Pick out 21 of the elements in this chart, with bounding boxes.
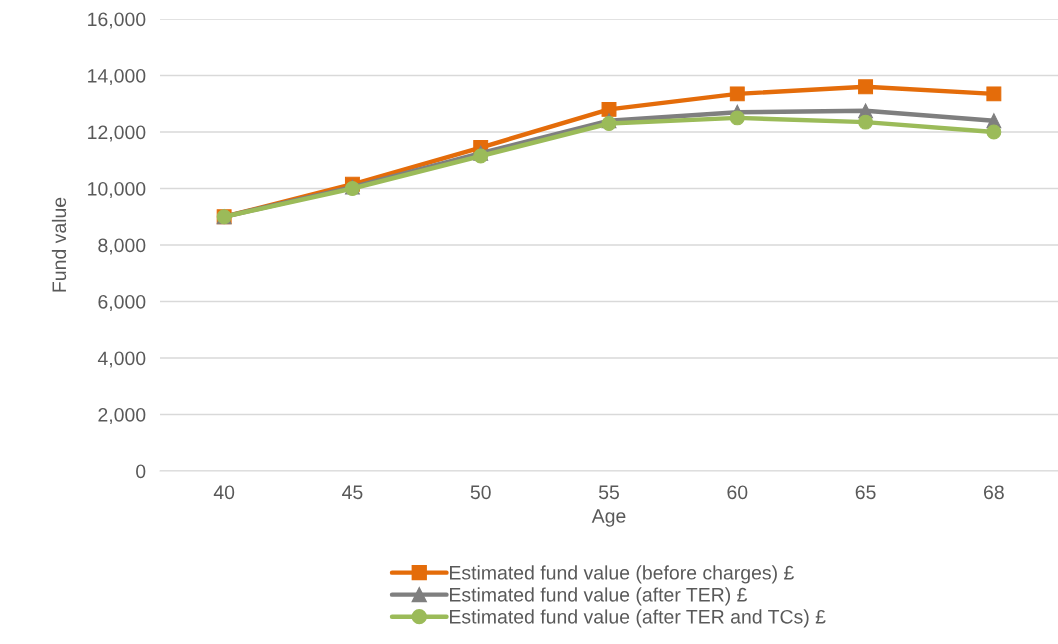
x-tick-label: 50	[470, 485, 491, 500]
y-tick-label: 2,000	[98, 407, 146, 425]
x-tick-label: 45	[342, 485, 363, 500]
x-tick-label: 55	[598, 485, 619, 500]
y-axis-title: Fund value	[51, 197, 67, 292]
legend-label: Estimated fund value (after TER and TCs) £	[450, 609, 826, 628]
y-tick-label: 14,000	[88, 68, 146, 86]
y-tick-label: 4,000	[97, 351, 146, 368]
y-tick-label: 12,000	[88, 125, 146, 142]
y-tick-label: 10,000	[88, 181, 146, 199]
x-tick-label: 40	[213, 485, 235, 500]
y-tick-label: 8,000	[98, 238, 146, 255]
x-tick-label: 68	[984, 485, 1004, 500]
x-axis-title: Age	[591, 509, 626, 527]
legend-label: Estimated fund value (before charges) £	[450, 565, 794, 584]
legend-label: Estimated fund value (after TER) £	[450, 587, 748, 606]
y-tick-label: 16,000	[88, 12, 146, 29]
x-tick-label: 65	[855, 485, 876, 500]
x-tick-label: 60	[727, 485, 748, 500]
y-tick-label: 6,000	[98, 294, 146, 312]
y-tick-label: 0	[136, 464, 146, 479]
